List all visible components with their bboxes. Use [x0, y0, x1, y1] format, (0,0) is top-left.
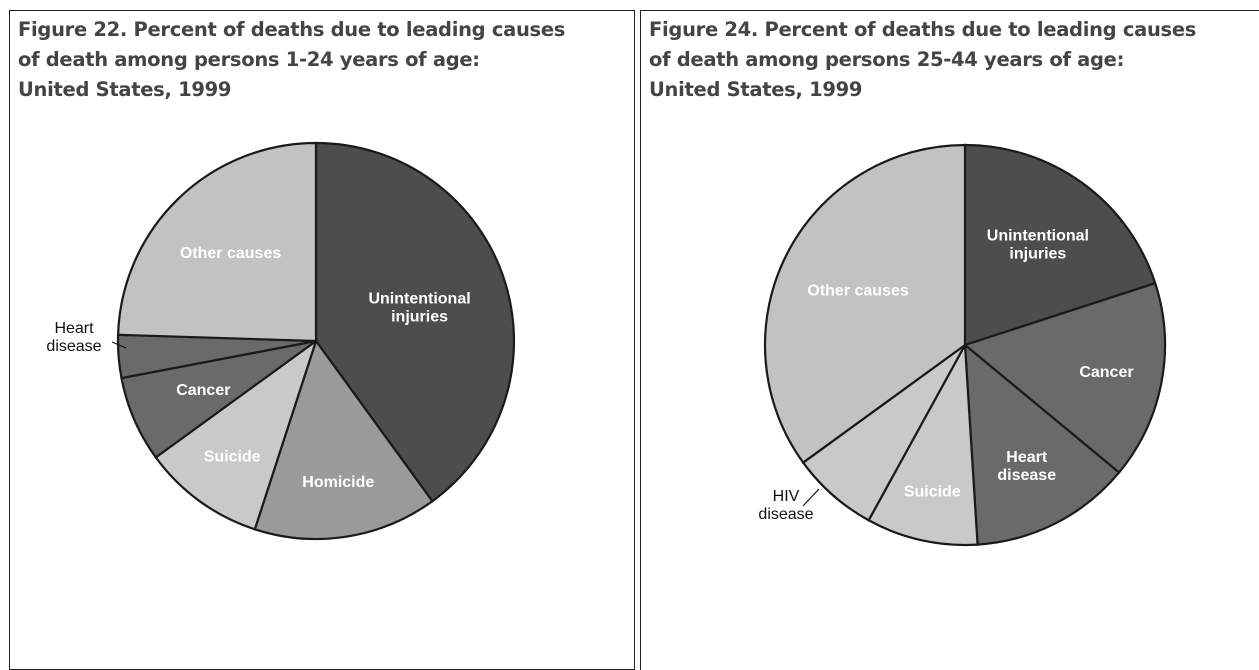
title-line: United States, 1999 [649, 78, 863, 101]
pie-chart-figure-22: Unintentional injuries Homicide Suicide Canc… [46, 141, 516, 541]
chart-panel-figure-22: Figure 22. Percent of deaths due to lead… [9, 10, 635, 670]
slice-label-hiv-disease: HIV disease [758, 488, 813, 523]
pie-slice-suicide [154, 338, 319, 531]
pie-slice-other-causes [763, 143, 967, 465]
slice-label-heart-disease: Heart disease [46, 320, 101, 355]
chart-panel-figure-24: Figure 24. Percent of deaths due to lead… [640, 10, 1259, 670]
title-line: Figure 22. Percent of deaths due to lead… [18, 18, 566, 41]
pie-slice-cancer [962, 281, 1167, 475]
slice-label-unintentional-injuries: Unintentional injuries [987, 228, 1089, 263]
slice-label-other-causes: Other causes [180, 245, 281, 262]
slice-label-unintentional-injuries: Unintentional injuries [368, 290, 470, 325]
leader-line-hiv-disease [802, 488, 820, 507]
leader-line-heart-disease [111, 341, 127, 349]
slice-label-suicide: Suicide [904, 483, 961, 500]
slice-label-cancer: Cancer [1079, 364, 1133, 381]
slice-label-heart-disease: Heart disease [997, 449, 1056, 484]
slice-label-suicide: Suicide [204, 448, 261, 465]
pie-slice-unintentional-injuries [963, 143, 1157, 347]
title-line: of death among persons 25-44 years of ag… [649, 48, 1125, 71]
slice-label-cancer: Cancer [176, 382, 230, 399]
chart-title-figure-24: Figure 24. Percent of deaths due to lead… [649, 15, 1259, 105]
pie-slice-homicide [253, 338, 434, 541]
slice-label-other-causes: Other causes [807, 283, 908, 300]
pie-slice-heart-disease [963, 342, 1121, 546]
slice-label-homicide: Homicide [302, 474, 374, 491]
pie-slice-suicide [867, 341, 979, 547]
pie-slice-unintentional-injuries [314, 141, 516, 503]
title-line: Figure 24. Percent of deaths due to lead… [649, 18, 1197, 41]
title-line: United States, 1999 [18, 78, 232, 101]
pie-slice-other-causes [116, 141, 318, 343]
title-line: of death among persons 1-24 years of age… [18, 48, 480, 71]
pie-chart-figure-24: Unintentional injuries Cancer Heart disease S… [758, 143, 1167, 547]
chart-title-figure-22: Figure 22. Percent of deaths due to lead… [18, 15, 628, 105]
